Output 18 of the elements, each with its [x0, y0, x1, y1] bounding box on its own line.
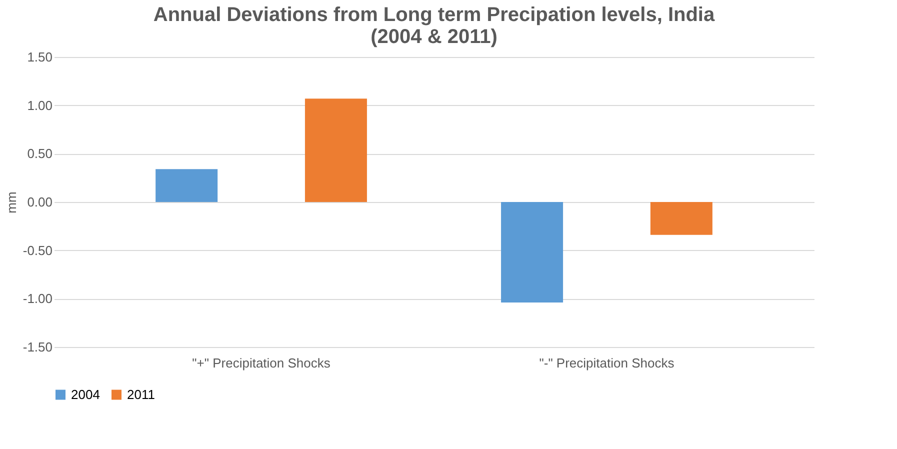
x-tick-label: "+" Precipitation Shocks — [192, 356, 331, 370]
y-tick-label: 1.00 — [27, 98, 52, 113]
y-tick-label: 1.50 — [27, 50, 52, 64]
text: (2004 & 2011) — [370, 26, 498, 48]
bar — [156, 169, 218, 202]
text: Annual Deviations from Long term Precipation levels, India — [153, 4, 715, 26]
y-axis-title: mm — [4, 192, 19, 214]
bar — [304, 98, 367, 202]
bar — [501, 202, 564, 303]
y-tick-label: -1.00 — [22, 291, 52, 306]
y-tick-label: -0.50 — [22, 242, 52, 258]
legend-label: 2004 — [71, 386, 100, 402]
y-tick-label: -1.50 — [22, 340, 52, 354]
legend-label: 2011 — [127, 386, 155, 402]
x-tick-label: "-" Precipitation Shocks — [539, 356, 675, 370]
y-tick-label: 0.00 — [27, 194, 52, 210]
y-tick-label: 0.50 — [27, 146, 52, 162]
bar — [650, 202, 712, 235]
